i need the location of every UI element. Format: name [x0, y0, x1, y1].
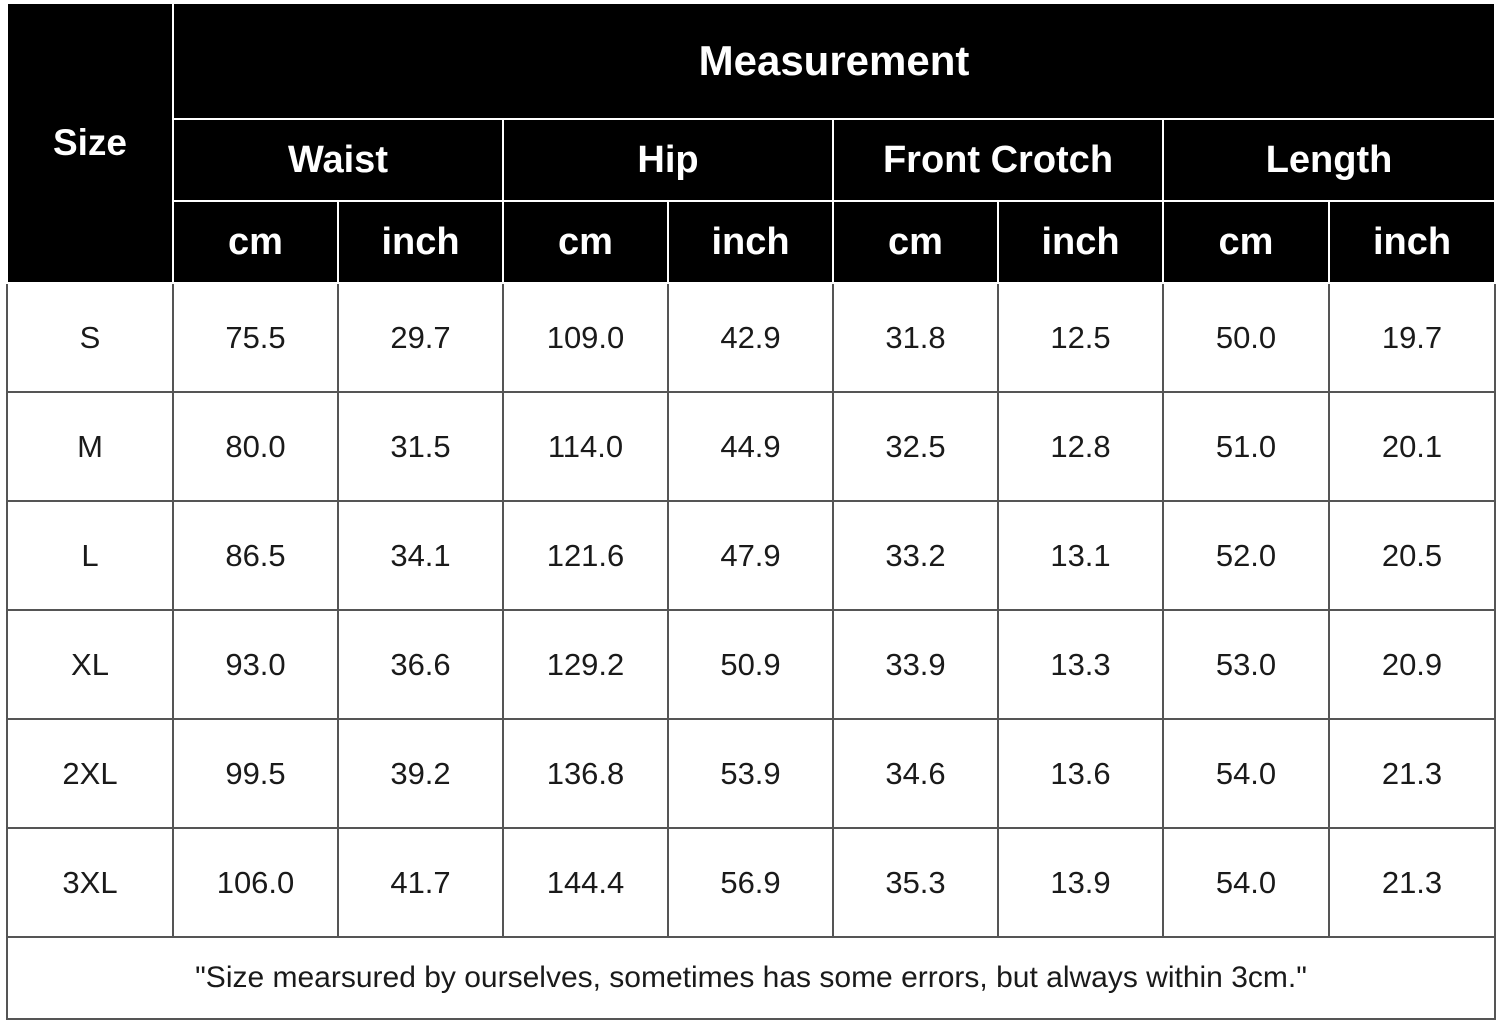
value-cell: 99.5	[172, 718, 339, 829]
value-cell: 13.1	[997, 500, 1164, 611]
unit-header: cm	[832, 200, 999, 284]
value-cell: 39.2	[337, 718, 504, 829]
value-cell: 31.8	[832, 282, 999, 393]
value-cell: 114.0	[502, 391, 669, 502]
value-cell: 32.5	[832, 391, 999, 502]
value-cell: 21.3	[1327, 827, 1497, 938]
value-cell: 50.0	[1162, 282, 1330, 393]
value-cell: 20.5	[1327, 500, 1497, 611]
size-header: Size	[6, 2, 174, 284]
size-cell: 3XL	[6, 827, 174, 938]
table-row: 2XL 99.5 39.2 136.8 53.9 34.6 13.6 54.0 …	[6, 718, 1497, 829]
value-cell: 144.4	[502, 827, 669, 938]
group-header-front-crotch: Front Crotch	[832, 118, 1164, 202]
unit-header: cm	[172, 200, 339, 284]
unit-header: cm	[502, 200, 669, 284]
value-cell: 121.6	[502, 500, 669, 611]
value-cell: 54.0	[1162, 827, 1330, 938]
size-cell: L	[6, 500, 174, 611]
value-cell: 54.0	[1162, 718, 1330, 829]
size-chart-container: Size Measurement Waist Hip Front Crotch …	[5, 2, 1497, 1020]
size-cell: XL	[6, 609, 174, 720]
table-row: L 86.5 34.1 121.6 47.9 33.2 13.1 52.0 20…	[6, 500, 1497, 611]
value-cell: 31.5	[337, 391, 504, 502]
value-cell: 56.9	[667, 827, 834, 938]
value-cell: 20.9	[1327, 609, 1497, 720]
group-header-hip: Hip	[502, 118, 834, 202]
value-cell: 13.3	[997, 609, 1164, 720]
value-cell: 35.3	[832, 827, 999, 938]
value-cell: 75.5	[172, 282, 339, 393]
value-cell: 93.0	[172, 609, 339, 720]
unit-header: inch	[1327, 200, 1497, 284]
value-cell: 50.9	[667, 609, 834, 720]
value-cell: 51.0	[1162, 391, 1330, 502]
value-cell: 41.7	[337, 827, 504, 938]
value-cell: 19.7	[1327, 282, 1497, 393]
value-cell: 12.5	[997, 282, 1164, 393]
value-cell: 44.9	[667, 391, 834, 502]
value-cell: 80.0	[172, 391, 339, 502]
value-cell: 21.3	[1327, 718, 1497, 829]
unit-header: inch	[997, 200, 1164, 284]
size-chart-table: Size Measurement Waist Hip Front Crotch …	[5, 2, 1497, 1020]
table-row: 3XL 106.0 41.7 144.4 56.9 35.3 13.9 54.0…	[6, 827, 1497, 938]
value-cell: 34.6	[832, 718, 999, 829]
measurement-note: "Size mearsured by ourselves, sometimes …	[5, 936, 1497, 1020]
value-cell: 33.2	[832, 500, 999, 611]
value-cell: 129.2	[502, 609, 669, 720]
value-cell: 53.9	[667, 718, 834, 829]
table-row: S 75.5 29.7 109.0 42.9 31.8 12.5 50.0 19…	[6, 282, 1497, 393]
unit-header: cm	[1162, 200, 1330, 284]
group-header-length: Length	[1161, 118, 1497, 202]
value-cell: 52.0	[1162, 500, 1330, 611]
unit-header: inch	[667, 200, 834, 284]
size-cell: M	[6, 391, 174, 502]
value-cell: 53.0	[1162, 609, 1330, 720]
value-cell: 36.6	[337, 609, 504, 720]
value-cell: 42.9	[667, 282, 834, 393]
value-cell: 106.0	[172, 827, 339, 938]
value-cell: 13.6	[997, 718, 1164, 829]
size-cell: 2XL	[6, 718, 174, 829]
value-cell: 86.5	[172, 500, 339, 611]
group-header-waist: Waist	[172, 118, 504, 202]
value-cell: 29.7	[337, 282, 504, 393]
unit-header: inch	[337, 200, 504, 284]
table-row: M 80.0 31.5 114.0 44.9 32.5 12.8 51.0 20…	[6, 391, 1497, 502]
measurement-header: Measurement	[171, 2, 1497, 120]
value-cell: 109.0	[502, 282, 669, 393]
table-row: XL 93.0 36.6 129.2 50.9 33.9 13.3 53.0 2…	[6, 609, 1497, 720]
value-cell: 33.9	[832, 609, 999, 720]
value-cell: 34.1	[337, 500, 504, 611]
value-cell: 12.8	[997, 391, 1164, 502]
value-cell: 47.9	[667, 500, 834, 611]
value-cell: 20.1	[1327, 391, 1497, 502]
value-cell: 136.8	[502, 718, 669, 829]
value-cell: 13.9	[997, 827, 1164, 938]
size-cell: S	[6, 282, 174, 393]
